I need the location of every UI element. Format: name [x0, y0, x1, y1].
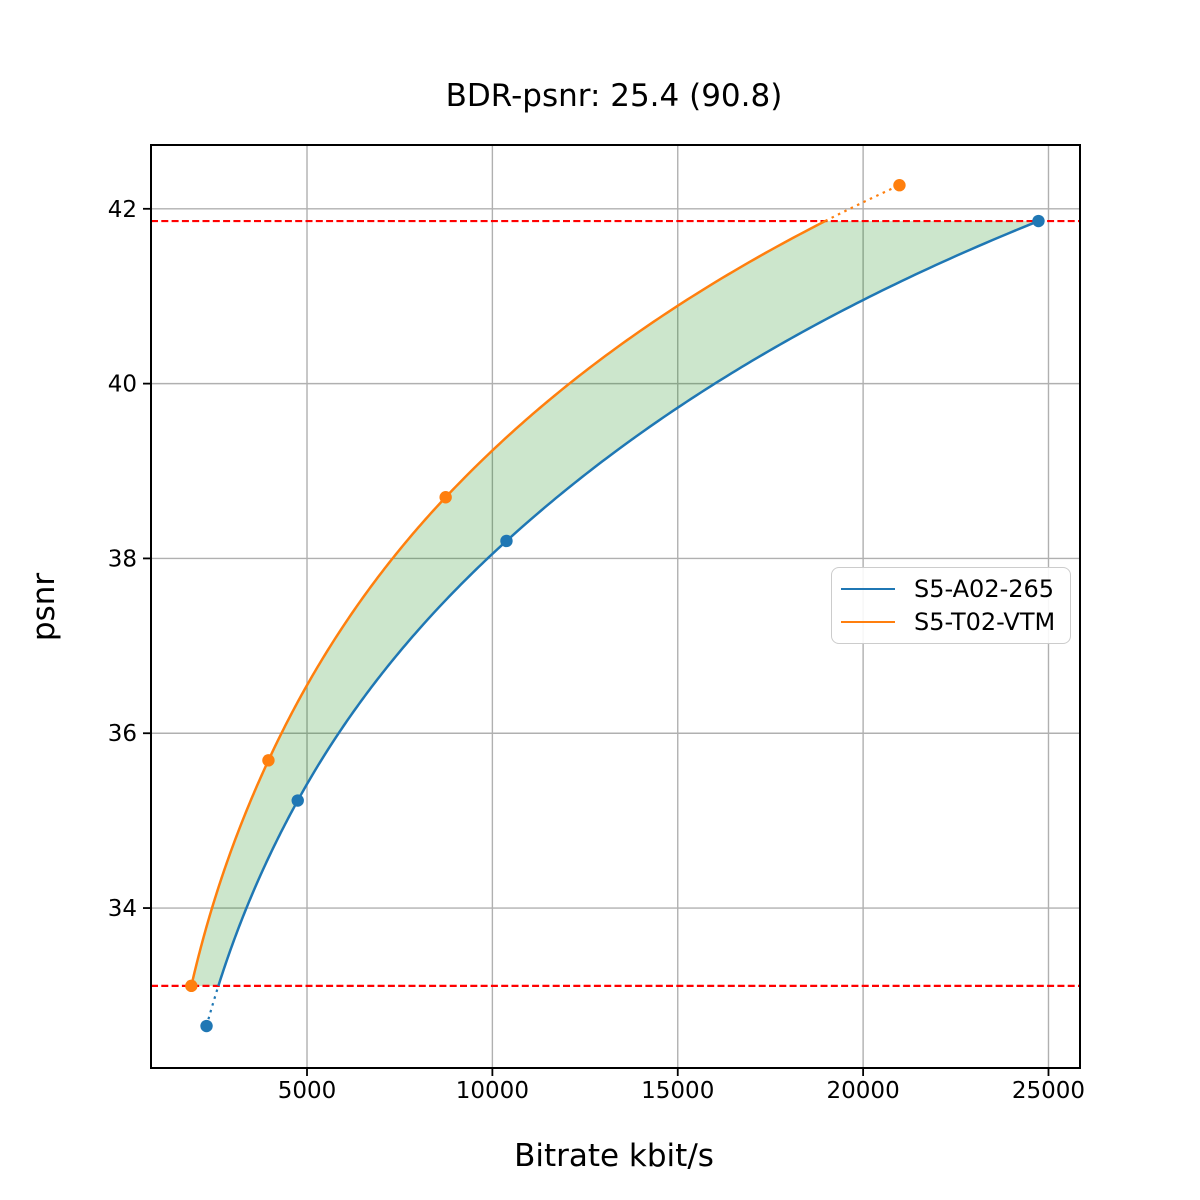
- x-tick-label-15000: 15000: [641, 1078, 714, 1104]
- y-tick-label-42: 42: [108, 197, 137, 223]
- curves-layer: [190, 184, 1039, 1027]
- x-tick-label-5000: 5000: [278, 1078, 337, 1104]
- chart-title: BDR-psnr: 25.4 (90.8): [446, 78, 783, 114]
- data-point-s5-t02-vtm: [893, 179, 906, 192]
- y-tick-label-34: 34: [108, 896, 137, 922]
- legend-label-s5-t02-vtm: S5-T02-VTM: [914, 608, 1056, 637]
- data-point-s5-t02-vtm: [262, 754, 275, 767]
- data-point-s5-a02-265: [291, 794, 304, 807]
- data-point-s5-a02-265: [500, 534, 513, 548]
- legend-item-s5-a02-265: S5-A02-265: [832, 574, 1070, 604]
- x-axis-label: Bitrate kbit/s: [514, 1138, 714, 1174]
- legend-line-sample-orange: [841, 621, 895, 624]
- data-point-s5-a02-265: [1032, 214, 1045, 228]
- data-point-s5-a02-265: [200, 1019, 213, 1033]
- bd-area-layer: [191, 221, 1039, 986]
- markers-layer: [185, 179, 1045, 1033]
- axes-frame: [150, 144, 1081, 1069]
- x-tick-label-20000: 20000: [827, 1078, 900, 1104]
- series-line-dotted-s5-t02-vtm: [824, 184, 900, 223]
- tick-labels-layer: 5000 10000 15000 20000 25000 34 36 38 40 42: [108, 197, 1085, 1104]
- legend-item-s5-t02-vtm: S5-T02-VTM: [832, 607, 1070, 637]
- x-tick-label-10000: 10000: [456, 1078, 529, 1104]
- series-line-dotted-s5-a02-265: [205, 985, 220, 1027]
- bd-fill-area: [191, 221, 1039, 986]
- legend-label-s5-a02-265: S5-A02-265: [914, 574, 1055, 603]
- data-point-s5-t02-vtm: [185, 979, 198, 993]
- axes-layer: [143, 144, 1081, 1076]
- series-line-s5-t02-vtm: [190, 219, 826, 987]
- y-tick-label-40: 40: [108, 372, 137, 398]
- y-tick-label-36: 36: [108, 721, 137, 747]
- legend: S5-A02-265 S5-T02-VTM: [831, 567, 1071, 644]
- data-point-s5-t02-vtm: [439, 491, 452, 504]
- y-axis-label: psnr: [26, 573, 62, 641]
- x-tick-label-25000: 25000: [1012, 1078, 1085, 1104]
- y-tick-label-38: 38: [108, 546, 137, 572]
- series-line-s5-a02-265: [217, 219, 1039, 987]
- legend-line-sample-blue: [841, 587, 895, 590]
- overlap-lines-layer: [151, 219, 1080, 987]
